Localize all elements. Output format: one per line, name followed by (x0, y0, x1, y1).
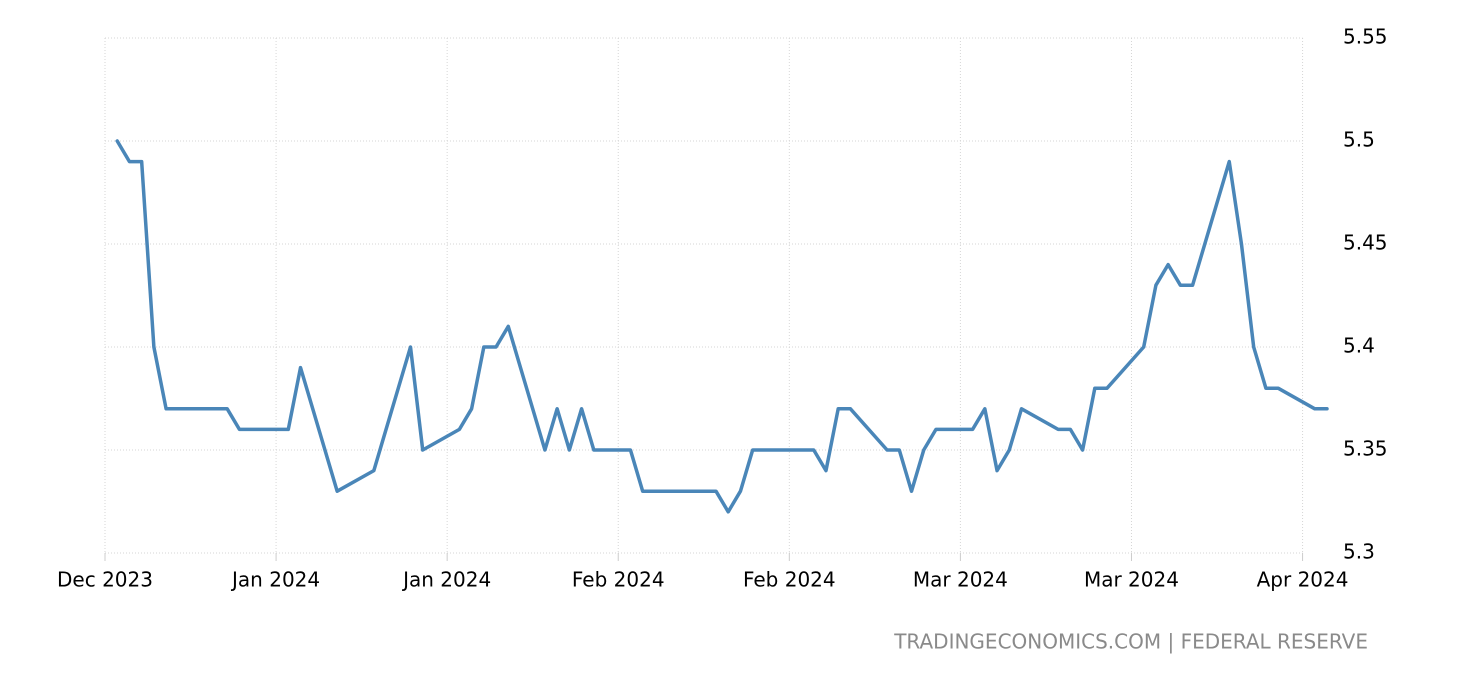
x-tick-label: Jan 2024 (230, 568, 320, 592)
y-tick-label: 5.3 (1343, 540, 1375, 564)
x-tick-label: Apr 2024 (1257, 568, 1349, 592)
x-tick-label: Dec 2023 (57, 568, 153, 592)
y-tick-label: 5.5 (1343, 128, 1375, 152)
y-tick-label: 5.45 (1343, 231, 1388, 255)
y-tick-label: 5.4 (1343, 334, 1375, 358)
x-tick-label: Jan 2024 (401, 568, 491, 592)
x-tick-label: Feb 2024 (572, 568, 665, 592)
y-tick-label: 5.35 (1343, 437, 1388, 461)
line-series (115, 139, 1329, 514)
x-tick-label: Feb 2024 (743, 568, 836, 592)
x-tick-label: Mar 2024 (1084, 568, 1179, 592)
source: TRADINGECONOMICS.COM | FEDERAL RESERVE (893, 630, 1368, 654)
y-tick-label: 5.55 (1343, 25, 1388, 49)
x-tick-label: Mar 2024 (913, 568, 1008, 592)
